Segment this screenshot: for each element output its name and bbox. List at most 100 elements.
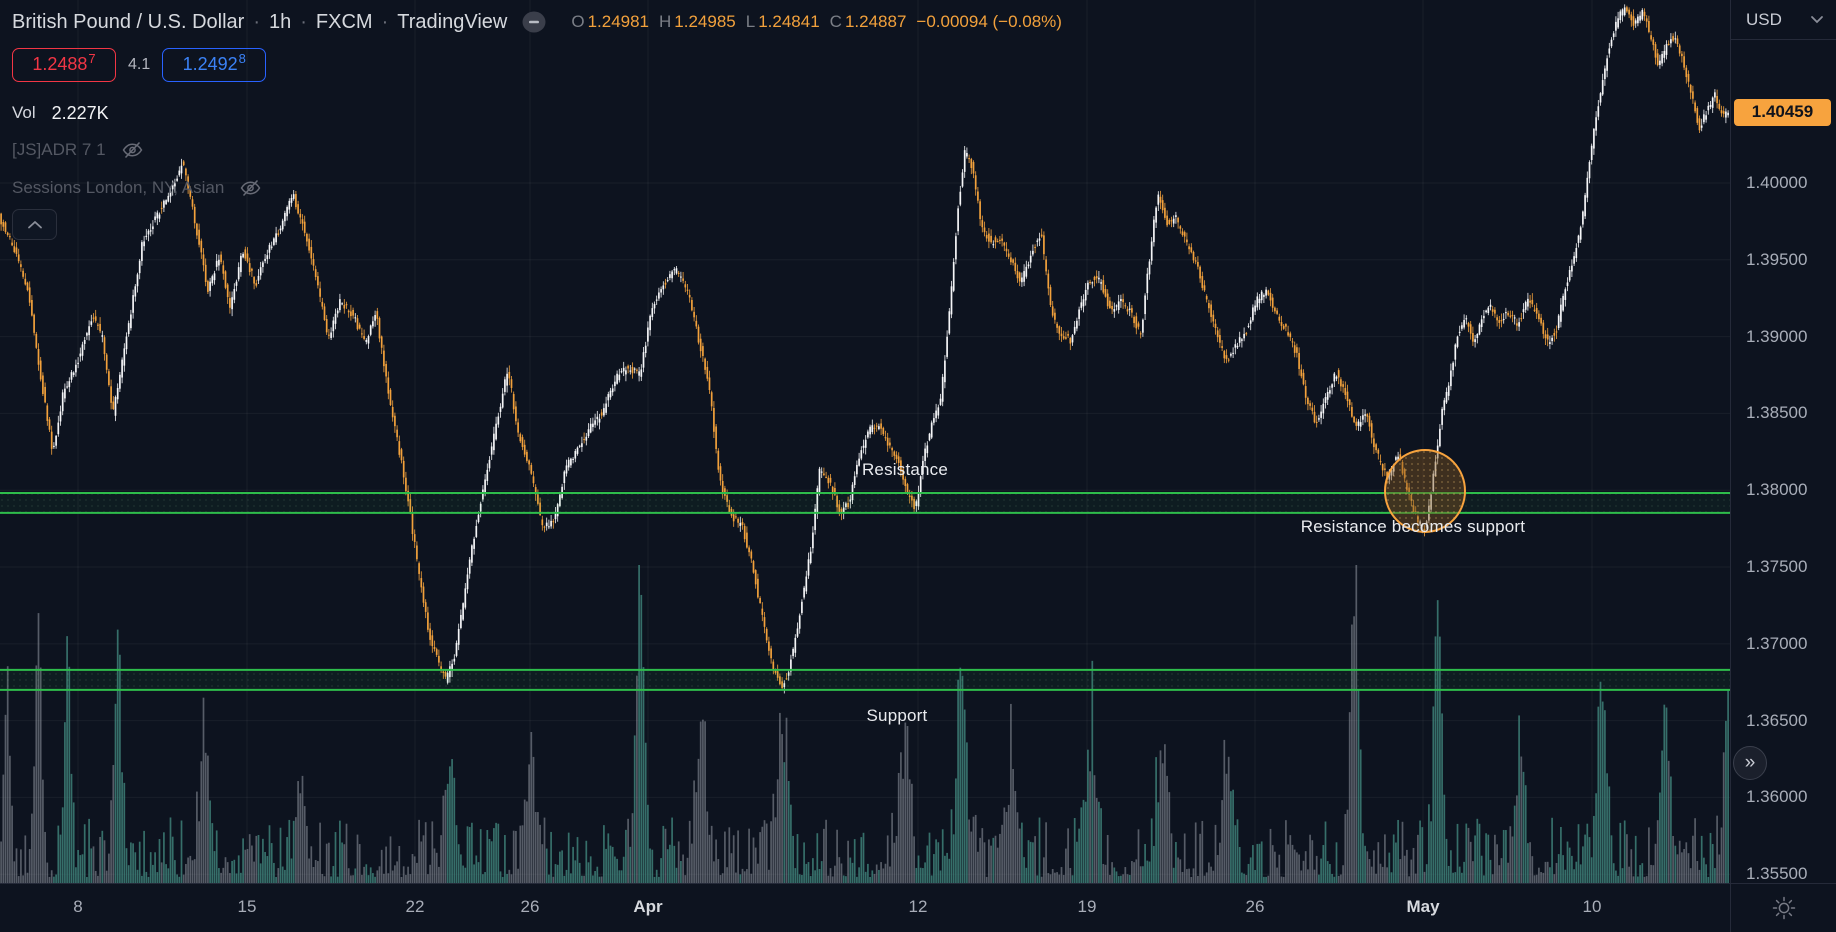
volume-bar — [400, 876, 403, 883]
legend-collapse-button[interactable] — [12, 209, 57, 240]
candle-body — [213, 273, 216, 281]
candle-body — [1005, 248, 1008, 252]
candle-body — [222, 265, 225, 274]
volume-bar — [548, 874, 550, 883]
candle-body — [1599, 93, 1602, 103]
volume-bar — [1632, 876, 1635, 883]
candle-body — [13, 246, 16, 253]
candle-body — [1568, 270, 1571, 281]
volume-bar — [902, 778, 904, 883]
volume-bar — [136, 869, 139, 883]
eye-hidden-icon[interactable] — [238, 177, 263, 199]
volume-bar — [596, 866, 599, 883]
candle-body — [396, 429, 398, 438]
candle-body — [330, 332, 332, 338]
scroll-to-realtime-button[interactable]: » — [1733, 746, 1767, 780]
candle-body — [831, 486, 834, 495]
interval-label[interactable]: 1h — [269, 10, 292, 33]
volume-bar — [699, 721, 702, 883]
volume-bar — [889, 866, 891, 883]
candle-body — [972, 162, 975, 174]
volume-bar — [671, 817, 673, 883]
symbol-title[interactable]: British Pound / U.S. Dollar — [12, 10, 245, 33]
price-axis[interactable]: USD 1.40459 1.40000 1.39500 1.39000 1.38500… — [1730, 0, 1836, 883]
volume-bar — [1049, 874, 1052, 883]
legend-collapse-pill-icon[interactable] — [521, 10, 547, 34]
volume-bar — [1302, 860, 1305, 883]
volume-bar — [1357, 689, 1360, 883]
volume-bar — [508, 869, 511, 883]
volume-bar — [660, 858, 662, 883]
candle-body — [365, 340, 368, 342]
volume-bar — [545, 848, 548, 883]
volume-bar — [1322, 845, 1325, 883]
volume-bar — [226, 862, 229, 883]
candle-body — [1634, 20, 1637, 24]
candle-body — [530, 465, 533, 474]
last-price-badge[interactable]: 1.40459 — [1734, 98, 1831, 126]
volume-bar — [823, 828, 825, 883]
volume-bar — [501, 876, 504, 883]
volume-bar — [680, 860, 682, 883]
chart-pane[interactable]: Resistance Resistance becomes support Su… — [0, 0, 1767, 883]
volume-bar — [220, 872, 222, 883]
volume-bar — [779, 712, 781, 883]
time-axis[interactable]: 8 15 22 26 Apr 12 19 26 May 10 — [0, 883, 1730, 932]
candle-body — [1344, 388, 1347, 396]
volume-bar — [1577, 824, 1580, 883]
candle-body — [1678, 45, 1681, 54]
volume-bar — [930, 875, 933, 883]
volume-bar — [1709, 832, 1712, 883]
volume-bar — [497, 823, 500, 883]
volume-bar — [1555, 862, 1558, 883]
ask-price-box[interactable]: 1.2492 8 — [162, 48, 267, 82]
symbol-title-row[interactable]: British Pound / U.S. Dollar · 1h · FXCM … — [12, 8, 1062, 36]
candle-body — [1694, 102, 1696, 112]
candle-body — [266, 255, 269, 260]
candle-body — [347, 310, 350, 313]
price-axis-currency-row[interactable]: USD — [1731, 0, 1836, 40]
candle-body — [517, 422, 519, 433]
candle-body — [834, 488, 836, 495]
volume-bar — [1443, 794, 1446, 883]
resistance-becomes-support-label[interactable]: Resistance becomes support — [1300, 517, 1526, 536]
candle-body — [1267, 290, 1270, 295]
volume-bar — [354, 868, 357, 883]
volume-bar — [1656, 820, 1659, 883]
candle-body — [609, 390, 612, 398]
resistance-label[interactable]: Resistance — [861, 460, 949, 479]
volume-bar — [237, 855, 240, 883]
candle-body — [1465, 318, 1468, 320]
volume-bar — [1172, 867, 1175, 883]
candle-body — [1395, 457, 1397, 460]
highlight-circle-drawing[interactable] — [1384, 448, 1466, 533]
support-label[interactable]: Support — [866, 706, 928, 725]
volume-bar — [1109, 874, 1111, 883]
indicator-row-adr[interactable]: [JS]ADR 7 1 — [12, 137, 145, 163]
brand-label: TradingView — [397, 10, 508, 33]
eye-hidden-icon[interactable] — [120, 139, 145, 161]
volume-bar — [86, 876, 88, 883]
volume-bar — [530, 732, 533, 883]
volume-bar — [640, 594, 643, 883]
bid-price-box[interactable]: 1.2488 7 — [12, 48, 116, 82]
candle-body — [253, 277, 255, 284]
volume-bar — [1406, 849, 1408, 883]
support-resistance-drawings[interactable] — [0, 491, 1730, 691]
candle-body — [721, 480, 724, 493]
indicator-row-sessions[interactable]: Sessions London, NY, Asian — [12, 175, 263, 201]
volume-legend-row[interactable]: Vol 2.227K — [12, 100, 109, 126]
candle-body — [864, 439, 867, 448]
volume-bar — [1491, 874, 1494, 883]
candle-body — [462, 603, 464, 620]
volume-bar — [486, 830, 489, 883]
candle-body — [944, 360, 946, 383]
candle-body — [187, 176, 189, 190]
volume-bar — [1186, 869, 1188, 883]
candle-body — [805, 576, 808, 592]
candlestick-chart-canvas[interactable] — [0, 0, 1730, 883]
candle-body — [1348, 399, 1351, 406]
volume-bar — [609, 845, 612, 883]
exchange-label[interactable]: FXCM — [315, 10, 373, 33]
sun-settings-icon[interactable] — [1770, 894, 1798, 922]
